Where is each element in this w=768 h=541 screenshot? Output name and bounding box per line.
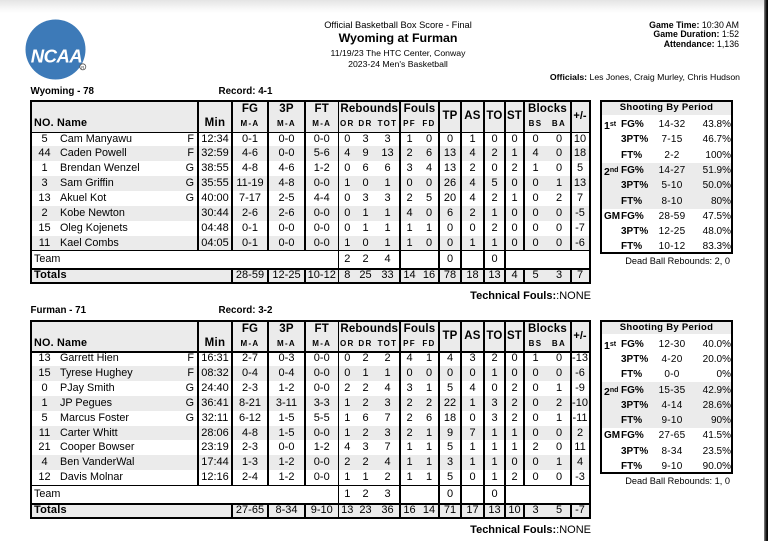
- svg-text:NCAA: NCAA: [31, 46, 83, 67]
- svg-text:R: R: [81, 65, 84, 70]
